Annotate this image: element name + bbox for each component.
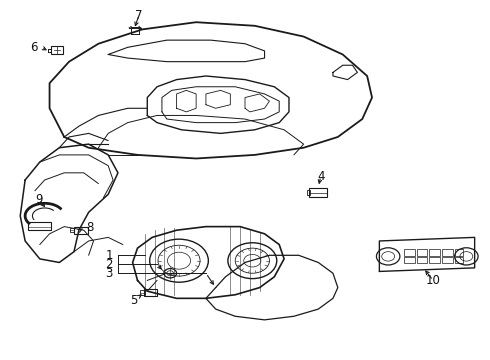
Text: 3: 3 bbox=[105, 267, 113, 280]
Bar bbox=[74, 226, 88, 234]
Text: 7: 7 bbox=[135, 9, 143, 22]
Bar bbox=[455, 257, 464, 263]
Bar bbox=[141, 291, 146, 295]
Text: 1: 1 bbox=[105, 249, 113, 262]
Bar bbox=[404, 257, 415, 263]
Bar bbox=[51, 46, 63, 54]
Bar bbox=[429, 249, 440, 256]
Bar bbox=[70, 228, 74, 232]
Text: 9: 9 bbox=[35, 193, 43, 206]
Bar bbox=[145, 289, 157, 296]
Bar bbox=[416, 249, 427, 256]
Bar bbox=[27, 222, 51, 230]
Bar bbox=[404, 249, 415, 256]
Bar bbox=[429, 257, 440, 263]
Bar bbox=[442, 257, 453, 263]
Text: 2: 2 bbox=[105, 258, 113, 271]
Text: 10: 10 bbox=[426, 274, 441, 287]
Text: 8: 8 bbox=[86, 221, 94, 234]
Bar bbox=[442, 249, 453, 256]
Bar bbox=[307, 190, 311, 195]
Bar bbox=[455, 249, 464, 256]
Text: 6: 6 bbox=[30, 41, 38, 54]
Bar bbox=[310, 188, 327, 197]
Text: 4: 4 bbox=[317, 170, 324, 183]
Text: 5: 5 bbox=[130, 294, 137, 307]
Bar bbox=[416, 257, 427, 263]
